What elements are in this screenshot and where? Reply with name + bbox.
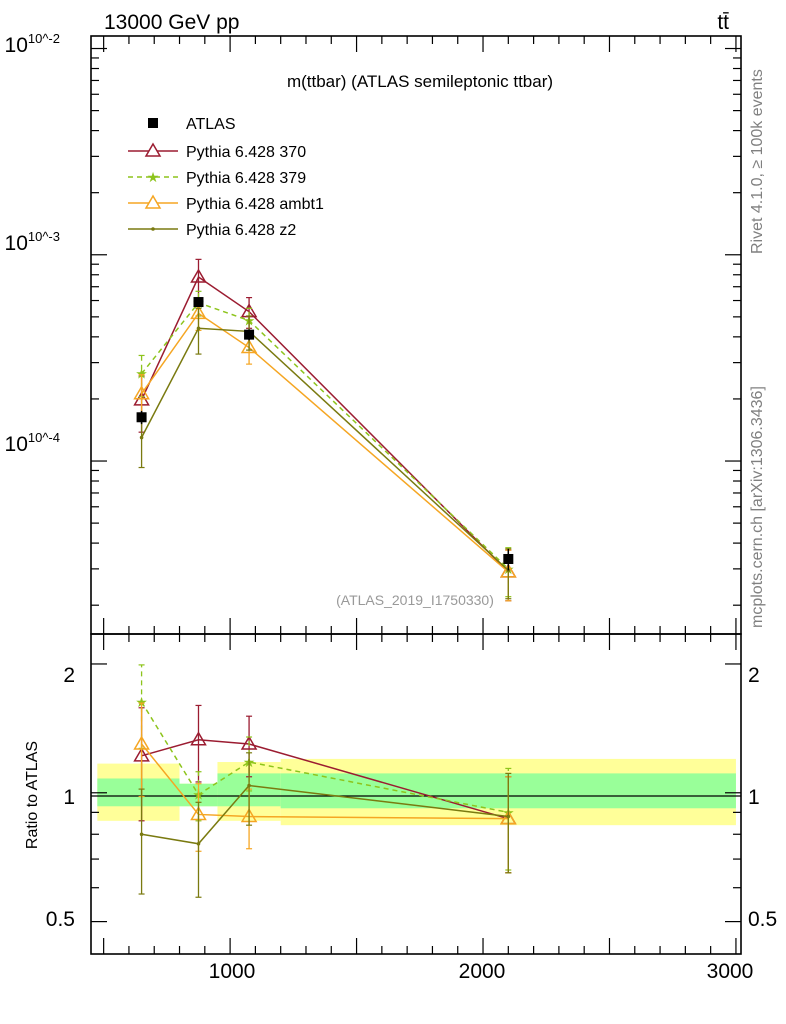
analysis-id: (ATLAS_2019_I1750330) [336, 592, 494, 608]
header-left: 13000 GeV pp [104, 11, 239, 34]
x-label-1000: 1000 [209, 960, 256, 983]
series-marker-2 [240, 339, 258, 354]
ratio-y-label-1-right: 1 [748, 786, 760, 809]
series-marker-3 [506, 814, 511, 819]
series-marker-0 [190, 268, 207, 283]
series-line-2 [140, 312, 509, 573]
legend: ATLAS Pythia 6.428 370 ★ Pythia 6.428 37… [128, 116, 324, 239]
y-label-1e-4: 1010^-4 [5, 430, 60, 456]
atlas-point [136, 412, 147, 423]
header-right: tt̄ [717, 11, 729, 34]
x-label-3000: 3000 [707, 960, 754, 983]
series-line-3 [140, 327, 509, 571]
series-marker-3 [247, 783, 251, 788]
series-line-3 [141, 784, 509, 845]
ratio-y-label-1: 1 [63, 786, 75, 809]
legend-label-z2: Pythia 6.428 z2 [186, 222, 296, 239]
x-label-2000: 2000 [459, 960, 506, 983]
ratio-y-label-2: 2 [63, 664, 75, 687]
series-line-0 [141, 739, 509, 820]
legend-label-370: Pythia 6.428 370 [186, 144, 306, 161]
y-label-1e-3: 1010^-3 [5, 229, 60, 255]
series-marker-2 [133, 735, 150, 750]
ratio-frame [90, 633, 742, 955]
series-marker-2 [133, 385, 150, 400]
y-label-1e-2: 1010^-2 [5, 31, 60, 57]
series-marker-0 [240, 735, 258, 750]
mcplots-label: mcplots.cern.ch [arXiv:1306.3436] [749, 386, 766, 628]
atlas-point [193, 297, 204, 308]
legend-marker-z2 [151, 227, 155, 231]
rivet-label: Rivet 4.1.0, ≥ 100k events [749, 69, 766, 254]
series-marker-1: ★ [135, 366, 148, 382]
series-marker-0 [190, 731, 207, 746]
atlas-point [244, 329, 255, 340]
legend-marker-atlas [148, 118, 158, 128]
main-title: m(ttbar) (ATLAS semileptonic ttbar) [287, 72, 553, 91]
series-marker-3 [139, 435, 144, 440]
ratio-axis-label: Ratio to ATLAS [24, 741, 41, 849]
series-marker-3 [196, 326, 201, 331]
series-line-0 [140, 275, 509, 573]
ratio-y-label-05-right: 0.5 [748, 908, 777, 931]
series-marker-3 [196, 841, 201, 846]
legend-label-ambt1: Pythia 6.428 ambt1 [186, 196, 324, 213]
ratio-y-label-2-right: 2 [748, 664, 760, 687]
legend-label-atlas: ATLAS [186, 116, 236, 133]
legend-marker-370 [144, 142, 162, 157]
legend-marker-ambt1 [144, 194, 162, 209]
legend-marker-379: ★ [147, 169, 160, 185]
series-marker-3 [139, 832, 144, 837]
legend-label-379: Pythia 6.428 379 [186, 170, 306, 187]
series-marker-1: ★ [135, 694, 148, 710]
series-line-1 [140, 701, 509, 814]
ratio-y-label-05: 0.5 [46, 908, 75, 931]
series-line-1 [140, 301, 509, 570]
ratio-stat-band [97, 778, 180, 807]
atlas-point [503, 553, 514, 564]
